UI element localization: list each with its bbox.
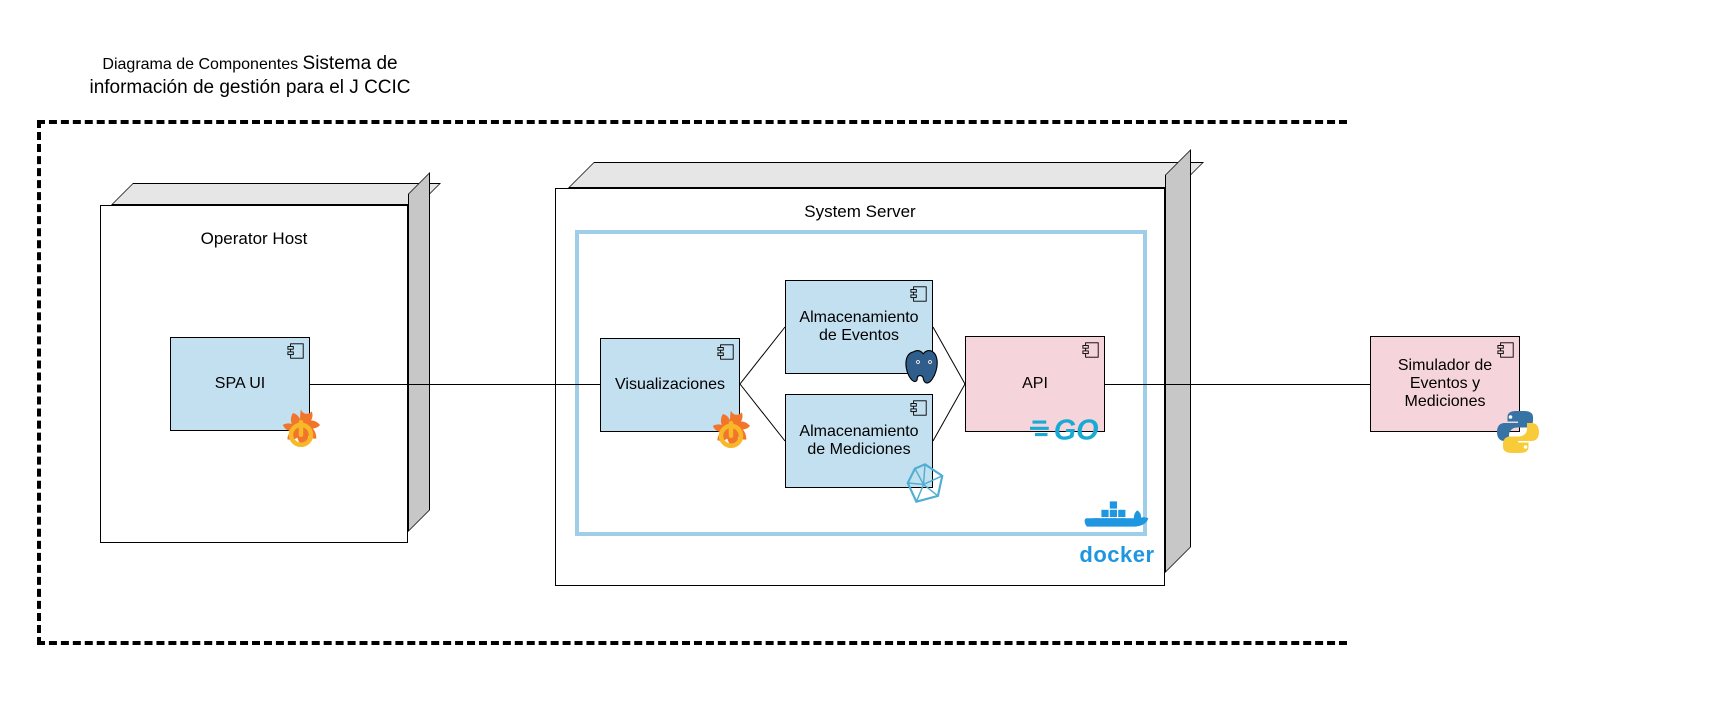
diagram-canvas: Diagrama de Componentes Sistema de infor…: [0, 0, 1731, 720]
component-label: SPA UI: [215, 375, 265, 393]
go-icon: GO: [1030, 408, 1130, 448]
influxdb-icon: [902, 460, 948, 506]
operator-host-label: Operator Host: [100, 229, 408, 249]
edge-api-to-sim: [1105, 384, 1370, 385]
docker-icon: docker: [1072, 498, 1162, 568]
edge-spa-to-viz: [310, 384, 600, 385]
system-server-label: System Server: [555, 202, 1165, 222]
component-label: Almacenamiento de Eventos: [796, 309, 922, 345]
component-glyph-icon: [910, 399, 928, 417]
component-glyph-icon: [1497, 341, 1515, 359]
title-prefix: Diagrama de Componentes: [102, 56, 302, 73]
component-glyph-icon: [1082, 341, 1100, 359]
component-glyph-icon: [287, 342, 305, 360]
svg-text:GO: GO: [1054, 414, 1099, 446]
python-icon: [1494, 408, 1542, 456]
component-glyph-icon: [910, 285, 928, 303]
component-glyph-icon: [717, 343, 735, 361]
component-label: Almacenamiento de Mediciones: [796, 423, 922, 459]
grafana-icon: [272, 404, 330, 462]
component-label: Simulador de Eventos y Mediciones: [1381, 357, 1509, 411]
docker-wordmark: docker: [1079, 542, 1154, 568]
postgresql-icon: [900, 344, 948, 392]
grafana-icon: [702, 405, 760, 463]
component-label: Visualizaciones: [615, 376, 725, 394]
diagram-title: Diagrama de Componentes Sistema de infor…: [60, 52, 440, 100]
component-label: API: [1022, 375, 1048, 393]
